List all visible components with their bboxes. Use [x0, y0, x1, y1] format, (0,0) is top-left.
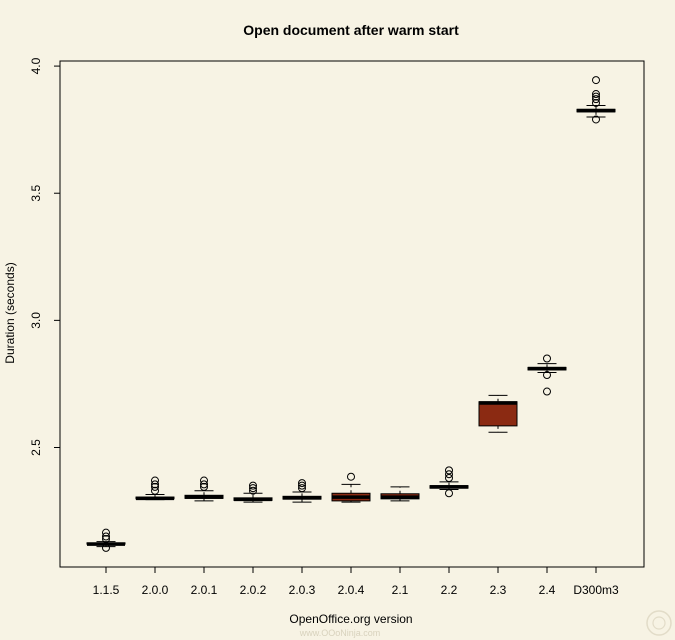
- outlier-point: [200, 480, 208, 489]
- outlier-point: [151, 480, 159, 489]
- outlier-point: [151, 482, 159, 491]
- outlier-point: [102, 535, 110, 544]
- box-2.4: [527, 354, 567, 396]
- outlier-point: [298, 484, 306, 493]
- outlier-point: [592, 90, 600, 99]
- outlier-point: [298, 481, 306, 490]
- outlier-point: [445, 466, 453, 475]
- outlier-point: [200, 476, 208, 485]
- chart-title: Open document after warm start: [243, 22, 459, 38]
- y-tick-label: 3.5: [29, 185, 43, 202]
- outlier-point: [102, 543, 110, 552]
- outlier-point: [543, 387, 551, 396]
- x-axis: 1.1.5 2.0.0 2.0.1 2.0.2 2.0.3 2.0.4 2.1 2.2 2.3 2…: [93, 567, 619, 597]
- outlier-point: [592, 95, 600, 104]
- outlier-point: [249, 481, 257, 490]
- x-tick-label: 2.0.0: [142, 583, 169, 597]
- outlier-point: [592, 115, 600, 124]
- box-iqr: [478, 401, 518, 427]
- y-tick-label: 4.0: [29, 57, 43, 74]
- watermark-text: www.OOoNinja.com: [299, 628, 381, 638]
- outlier-point: [543, 354, 551, 363]
- box-2.0.1: [184, 476, 224, 502]
- outlier-point: [200, 482, 208, 491]
- box-1.1.5: [86, 528, 126, 552]
- outlier-point: [347, 472, 355, 481]
- box-2.2: [429, 466, 469, 498]
- outlier-point: [445, 470, 453, 479]
- y-axis-label: Duration (seconds): [3, 262, 17, 363]
- outlier-point: [102, 532, 110, 541]
- outlier-point: [151, 486, 159, 495]
- boxes-layer: [86, 76, 616, 552]
- plot-frame: [59, 60, 645, 568]
- box-2.0.2: [233, 481, 273, 503]
- outlier-point: [249, 484, 257, 493]
- x-tick-label: 1.1.5: [93, 583, 120, 597]
- x-tick-label: 2.0.2: [240, 583, 267, 597]
- box-2.0.3: [282, 479, 322, 503]
- box-D300m3: [576, 76, 616, 124]
- y-tick-label: 3.0: [29, 312, 43, 329]
- outlier-point: [102, 528, 110, 537]
- x-axis-label: OpenOffice.org version: [289, 612, 412, 626]
- outlier-point: [445, 489, 453, 498]
- x-tick-label: 2.3: [490, 583, 507, 597]
- outlier-point: [249, 486, 257, 495]
- box-2.1: [380, 486, 420, 502]
- outlier-point: [592, 98, 600, 107]
- watermark-logo: [646, 610, 672, 636]
- x-tick-label: 2.0.4: [338, 583, 365, 597]
- x-tick-label: 2.2: [441, 583, 458, 597]
- outlier-point: [543, 371, 551, 380]
- y-axis: 2.5 3.0 3.5 4.0: [29, 57, 60, 456]
- box-2.3: [478, 394, 518, 433]
- outlier-point: [592, 92, 600, 101]
- outlier-point: [151, 476, 159, 485]
- outlier-point: [298, 479, 306, 488]
- x-tick-label: D300m3: [573, 583, 619, 597]
- x-tick-label: 2.0.1: [191, 583, 218, 597]
- x-tick-label: 2.4: [539, 583, 556, 597]
- box-2.0.0: [135, 476, 175, 501]
- outlier-point: [592, 76, 600, 85]
- box-2.0.4: [331, 472, 371, 503]
- y-tick-label: 2.5: [29, 439, 43, 456]
- x-tick-label: 2.1: [392, 583, 409, 597]
- outlier-point: [445, 474, 453, 483]
- x-tick-label: 2.0.3: [289, 583, 316, 597]
